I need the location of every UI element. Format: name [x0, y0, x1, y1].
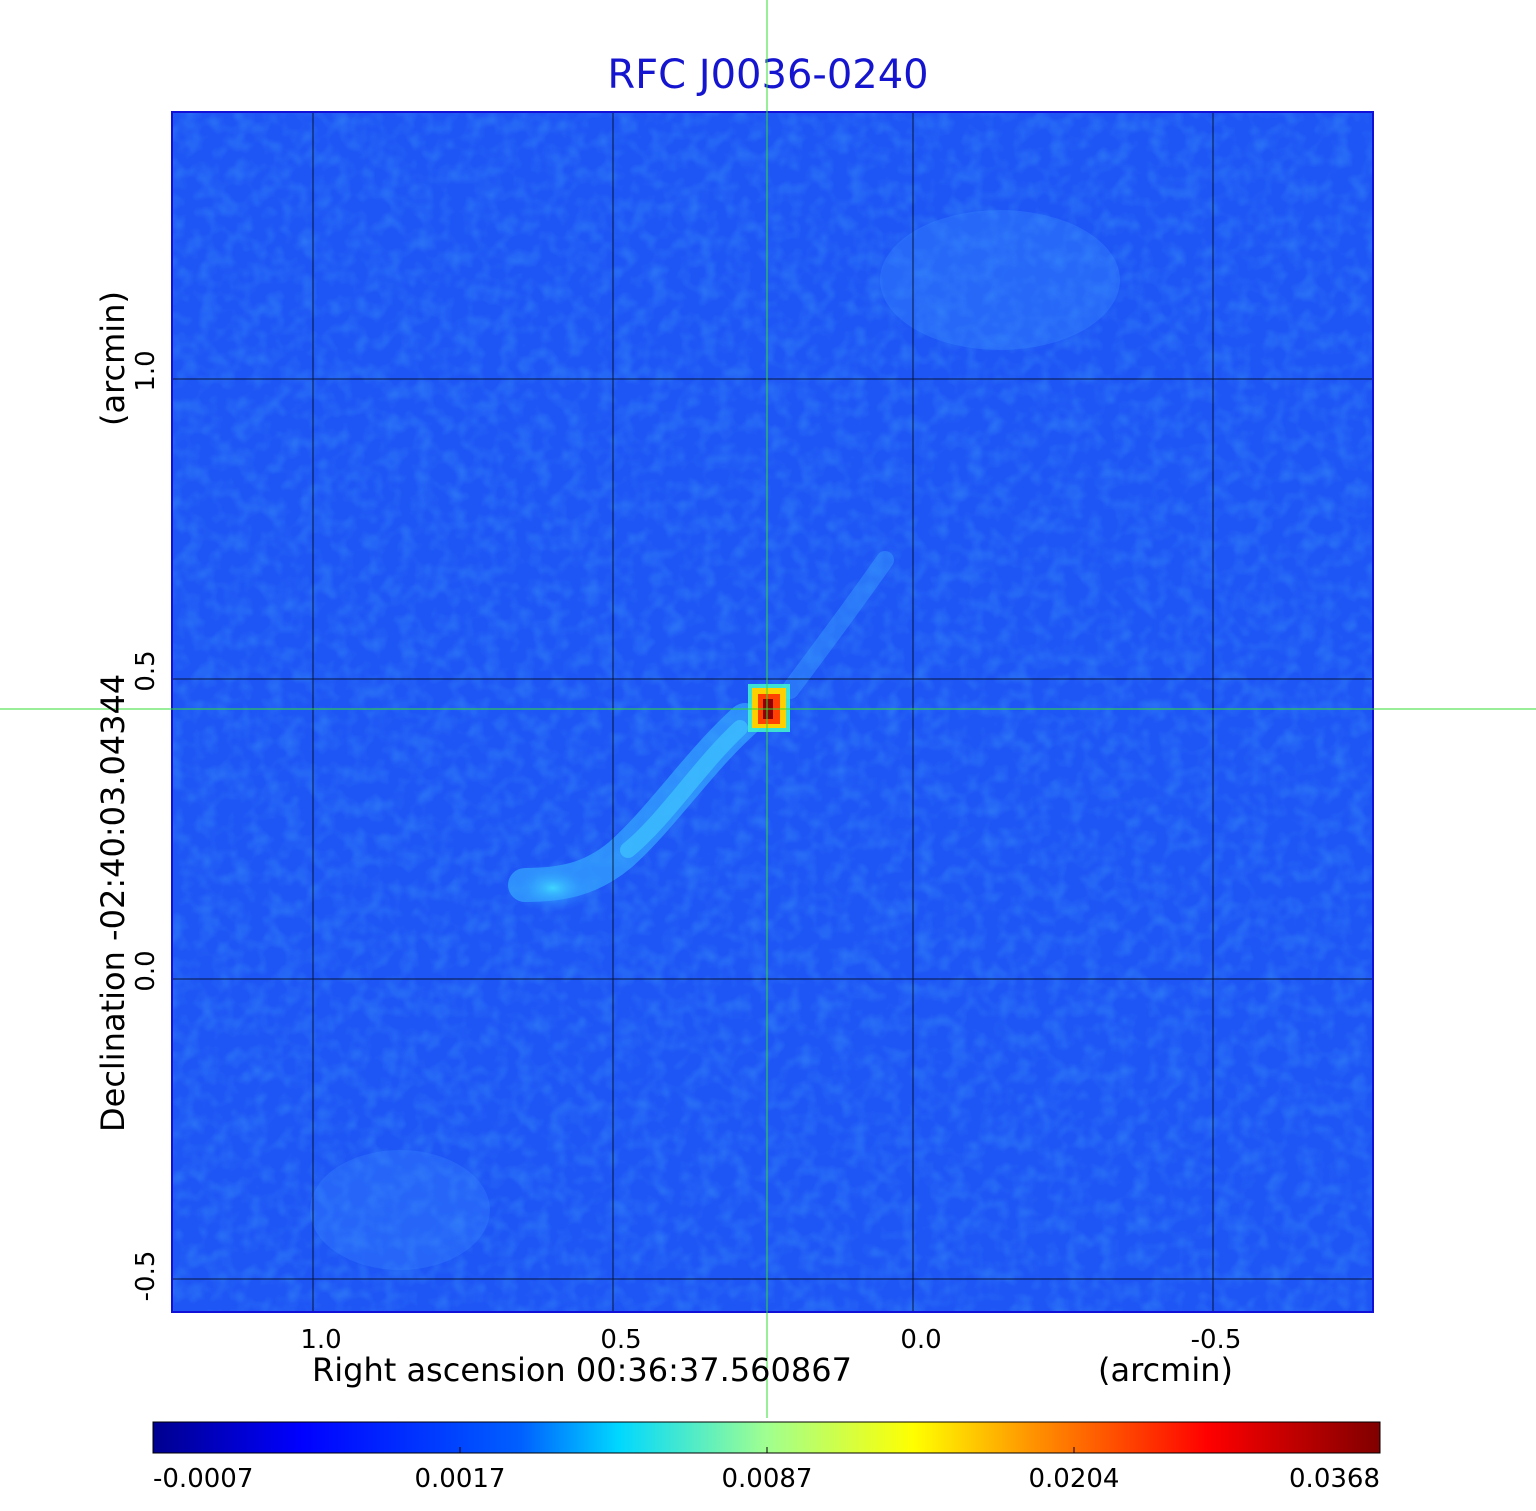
colorbar-tick-label: -0.0007	[153, 1464, 253, 1494]
x-axis-unit: (arcmin)	[1098, 1351, 1233, 1389]
colorbar-tick-label: 0.0087	[722, 1464, 813, 1494]
diffuse-emission	[880, 210, 1120, 350]
x-tick-label: 0.5	[600, 1325, 641, 1355]
image-title: RFC J0036-0240	[607, 52, 929, 98]
image-frame	[171, 111, 1374, 1313]
y-tick-label: 0.5	[131, 650, 161, 691]
counter-jet-emission	[781, 551, 894, 699]
x-tick-label: 0.0	[900, 1325, 941, 1355]
colorbar-tick-label: 0.0017	[415, 1464, 506, 1494]
x-axis-label: Right ascension 00:36:37.560867	[312, 1351, 852, 1389]
coordinate-grid	[172, 112, 1373, 1312]
x-tick-label: 1.0	[300, 1325, 341, 1355]
y-tick-label: 0.0	[131, 950, 161, 991]
jet-emission-core	[620, 720, 748, 858]
jet-knot	[511, 864, 595, 912]
colorbar-tick-label: 0.0204	[1029, 1464, 1120, 1494]
image-panel	[172, 112, 1373, 1312]
diffuse-emission	[310, 1150, 490, 1270]
y-tick-label: 1.0	[131, 350, 161, 391]
y-tick-label: -0.5	[131, 1251, 161, 1302]
y-axis-unit: (arcmin)	[94, 291, 132, 426]
y-axis-label: Declination -02:40:03.04344	[94, 674, 132, 1132]
colorbar-tick-label: 0.0368	[1289, 1464, 1380, 1494]
x-tick-label: -0.5	[1191, 1325, 1242, 1355]
colorbar-ticks	[459, 1447, 1075, 1453]
